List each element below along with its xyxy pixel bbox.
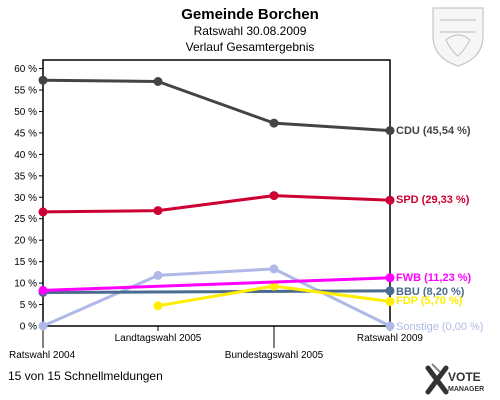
chart-subtitle-description: Verlauf Gesamtergebnis	[186, 40, 315, 54]
series-label-bbu: BBU (8,20 %)	[396, 286, 465, 298]
data-point-bbu	[385, 286, 395, 296]
y-tick-label: 20 %	[14, 236, 37, 247]
data-point-cdu	[385, 126, 395, 136]
y-tick-label: 5 %	[20, 300, 37, 311]
data-point-cdu	[153, 77, 163, 86]
data-point-spd	[385, 195, 395, 205]
data-point-spd	[153, 206, 163, 216]
y-tick-label: 55 %	[14, 86, 37, 97]
series-labels: Sonstige (0,00 %) BBU (8,20 %)FDP (5,70 %…	[396, 125, 483, 333]
series-line-bbu	[42, 289, 391, 294]
series-label-cdu: CDU (45,54 %)	[396, 125, 471, 137]
coat-of-arms-icon	[432, 7, 484, 67]
x-tick-label: Ratswahl 2004	[9, 350, 76, 361]
plot-area	[42, 59, 391, 327]
y-tick-label: 25 %	[14, 214, 37, 225]
y-tick-label: 30 %	[14, 193, 37, 204]
data-point-fdp	[153, 301, 163, 311]
y-tick-label: 15 %	[14, 257, 37, 268]
x-tick-label: Ratswahl 2009	[357, 333, 424, 344]
chart-subtitle-date: Ratswahl 30.08.2009	[194, 24, 307, 38]
votemanager-logo-line1: VOTE	[448, 370, 481, 384]
votemanager-logo-line2: MANAGER	[448, 386, 484, 393]
y-tick-label: 60 %	[14, 64, 37, 75]
votemanager-logo: VOTE MANAGER	[425, 363, 484, 395]
y-tick-label: 40 %	[14, 150, 37, 161]
series-line-fwb	[42, 276, 391, 292]
data-point-sonstige	[269, 264, 279, 274]
y-tick-label: 45 %	[14, 128, 37, 139]
x-tick-label: Landtagswahl 2005	[115, 333, 202, 344]
series-line-sonstige	[42, 267, 391, 328]
data-point-sonstige	[153, 270, 163, 280]
data-point-spd	[38, 207, 48, 217]
data-point-sonstige	[385, 321, 395, 331]
y-tick-label: 10 %	[14, 279, 37, 290]
y-tick-label: 50 %	[14, 107, 37, 118]
data-point-fwb	[385, 273, 395, 283]
data-point-sonstige	[38, 321, 48, 331]
y-tick-label: 0 %	[20, 322, 37, 333]
data-point-fdp	[269, 281, 279, 291]
series-line-cdu	[42, 78, 391, 133]
votemanager-x-icon	[425, 363, 449, 395]
data-point-spd	[269, 191, 279, 201]
series-label-fdp: FDP (5,70 %)	[396, 295, 463, 307]
series-layer	[38, 75, 395, 331]
data-point-cdu	[38, 75, 48, 85]
data-point-cdu	[269, 118, 279, 128]
series-line-spd	[42, 194, 391, 214]
x-axis: Ratswahl 2004 Landtagswahl 2005 Bundestags…	[9, 326, 423, 361]
data-point-fdp	[385, 297, 395, 306]
y-tick-label: 35 %	[14, 171, 37, 182]
x-tick-label: Bundestagswahl 2005	[225, 350, 324, 361]
chart-title: Gemeinde Borchen	[181, 6, 319, 23]
data-point-fwb	[38, 285, 48, 295]
schnellmeldungen-status: 15 von 15 Schnellmeldungen	[8, 369, 163, 383]
series-label-spd: SPD (29,33 %)	[396, 194, 470, 206]
series-label-sonstige: Sonstige (0,00 %)	[396, 321, 483, 333]
series-label-fwb: FWB (11,23 %)	[396, 272, 472, 284]
y-axis: 0 % 5 % 10 % 15 % 20 % 25 % 30 % 35 % 40 % 45 % 50…	[14, 64, 43, 333]
